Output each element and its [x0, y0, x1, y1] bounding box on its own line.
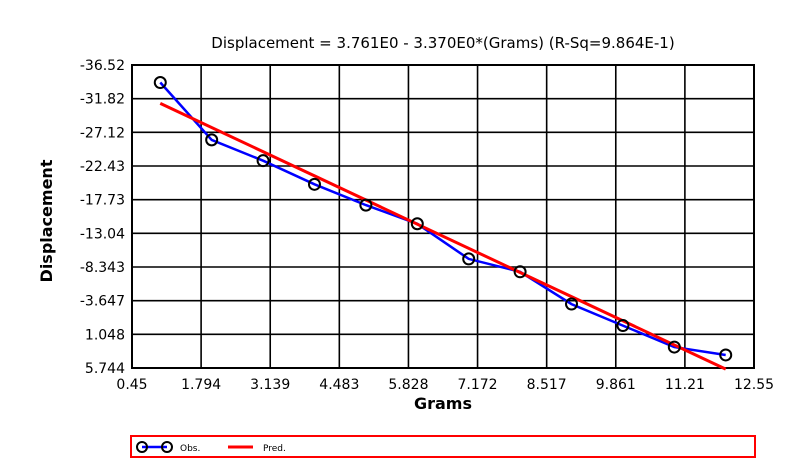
legend-obs-label: Obs.: [180, 444, 200, 454]
obs-point: [667, 340, 681, 354]
obs-point: [513, 265, 527, 279]
y-tick-label: -3.647: [80, 294, 125, 310]
grid: [131, 64, 755, 369]
x-axis-title: Grams: [414, 394, 472, 413]
obs-point: [719, 348, 733, 362]
obs-point: [359, 198, 373, 212]
obs-series-line: [159, 81, 726, 357]
y-tick-label: -36.52: [80, 58, 125, 74]
y-tick-label: -8.343: [80, 260, 125, 276]
y-axis-ticks: 5.744 1.048 -3.647 -8.343 -13.04 -17.73 -22.43…: [80, 58, 125, 377]
obs-point: [410, 217, 424, 231]
x-tick-label: 7.172: [458, 377, 498, 393]
obs-point: [462, 252, 476, 266]
legend-pred-label: Pred.: [263, 444, 286, 454]
obs-point: [565, 297, 579, 311]
y-tick-label: 5.744: [85, 361, 125, 377]
pred-series-line: [159, 102, 727, 371]
series-layer: [153, 76, 733, 371]
obs-point: [307, 177, 321, 191]
x-tick-label: 3.139: [250, 377, 290, 393]
x-tick-label: 0.45: [116, 377, 147, 393]
y-tick-label: -27.12: [80, 125, 125, 141]
legend-box: [130, 435, 756, 458]
x-tick-label: 11.21: [665, 377, 705, 393]
x-tick-label: 12.55: [734, 377, 774, 393]
y-tick-label: 1.048: [85, 327, 125, 343]
legend-obs-marker: [136, 441, 148, 453]
obs-point: [153, 76, 167, 90]
obs-point: [256, 154, 270, 168]
x-tick-label: 4.483: [319, 377, 359, 393]
y-tick-label: -17.73: [80, 193, 125, 209]
obs-point: [616, 319, 630, 333]
y-tick-label: -22.43: [80, 159, 125, 175]
x-tick-label: 8.517: [527, 377, 567, 393]
plot-frame: [131, 64, 755, 369]
x-tick-label: 5.828: [388, 377, 428, 393]
x-axis-ticks: 0.45 1.794 3.139 4.483 5.828 7.172 8.517 9.861 1…: [116, 377, 774, 393]
obs-point: [205, 133, 219, 147]
chart-title: Displacement = 3.761E0 - 3.370E0*(Grams)…: [211, 34, 674, 52]
y-tick-label: -31.82: [80, 92, 125, 108]
y-axis-title: Displacement: [37, 159, 56, 282]
y-tick-label: -13.04: [80, 226, 125, 242]
x-tick-label: 1.794: [181, 377, 221, 393]
legend-obs-marker: [161, 441, 173, 453]
x-tick-label: 9.861: [596, 377, 636, 393]
legend: Obs. Pred.: [130, 435, 756, 458]
